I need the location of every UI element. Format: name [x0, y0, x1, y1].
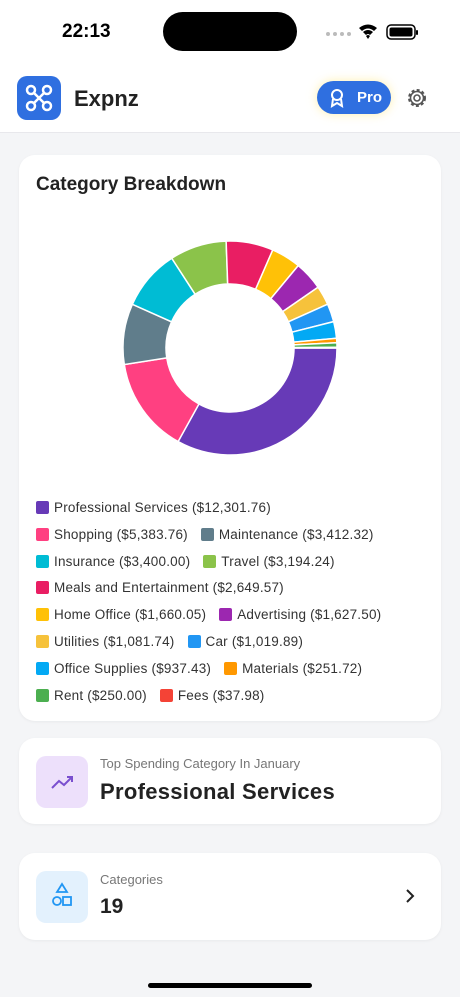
legend-entry: Office Supplies ($937.43)	[36, 661, 211, 676]
legend-entry: Meals and Entertainment ($2,649.57)	[36, 580, 284, 595]
legend-swatch	[159, 688, 173, 702]
legend-swatch	[200, 527, 214, 541]
legend-entry: Maintenance ($3,412.32)	[200, 526, 374, 542]
categories-card[interactable]: Categories 19	[19, 853, 441, 940]
status-bar: 22:13	[0, 0, 460, 62]
legend-label: Meals and Entertainment ($2,649.57)	[54, 580, 284, 596]
legend-label: Home Office ($1,660.05)	[54, 607, 207, 623]
app-logo	[17, 76, 61, 120]
pro-label: Pro	[357, 89, 383, 106]
legend-entry: Advertising ($1,627.50)	[219, 607, 381, 622]
legend-label: Advertising ($1,627.50)	[237, 607, 382, 623]
legend-swatch	[36, 527, 49, 541]
legend-label: Shopping ($5,383.76)	[54, 526, 188, 542]
dynamic-island	[163, 12, 297, 51]
legend-entry: Materials ($251.72)	[224, 661, 362, 676]
legend-swatch	[36, 688, 49, 702]
legend-entry: Car ($1,019.89)	[187, 634, 304, 649]
top-category-label: Top Spending Category In January	[100, 756, 301, 771]
legend-swatch	[36, 554, 49, 568]
legend-entry: Home Office ($1,660.05)	[36, 607, 206, 622]
chevron	[406, 889, 415, 903]
header: Expnz Pro	[0, 62, 460, 133]
categories-label: Categories	[100, 872, 163, 887]
legend-label: Travel ($3,194.24)	[221, 553, 335, 569]
legend-label: Office Supplies ($937.43)	[54, 660, 212, 676]
chart-title: Category Breakdown	[36, 174, 227, 195]
legend-label: Car ($1,019.89)	[205, 634, 304, 649]
legend-entry: Insurance ($3,400.00)	[36, 554, 190, 569]
settings-button[interactable]	[405, 86, 429, 110]
legend-swatch	[36, 608, 49, 622]
trend-icon	[36, 756, 88, 808]
legend-label: Rent ($250.00)	[54, 687, 147, 703]
legend-swatch	[187, 635, 201, 648]
legend-swatch	[36, 661, 49, 675]
legend-swatch	[219, 608, 233, 622]
legend-entry: Travel ($3,194.24)	[203, 553, 335, 569]
donut-slice	[177, 347, 338, 456]
legend-label: Professional Services ($12,301.76)	[54, 500, 271, 515]
legend-entry: Fees ($37.98)	[159, 687, 265, 703]
legend-swatch	[224, 661, 238, 675]
top-category-value: Professional Services	[100, 779, 335, 804]
legend-label: Maintenance ($3,412.32)	[218, 526, 374, 542]
legend-entry: Utilities ($1,081.74)	[36, 634, 175, 649]
categories-count: 19	[100, 895, 124, 918]
status-icons	[326, 24, 418, 40]
legend-label: Insurance ($3,400.00)	[54, 553, 191, 569]
legend-swatch	[203, 554, 217, 568]
categories-icon	[36, 871, 88, 923]
legend-label: Utilities ($1,081.74)	[54, 634, 175, 649]
pro-icon	[330, 89, 344, 108]
pro-button[interactable]: Pro	[317, 81, 391, 114]
legend-label: Fees ($37.98)	[177, 687, 265, 703]
top-category-card: Top Spending Category In January Profess…	[19, 738, 441, 824]
home-indicator	[148, 983, 312, 988]
legend-label: Materials ($251.72)	[242, 660, 363, 676]
legend-entry: Rent ($250.00)	[36, 688, 147, 703]
legend-swatch	[36, 635, 49, 648]
legend-swatch	[36, 501, 49, 514]
legend-entry: Professional Services ($12,301.76)	[36, 500, 271, 515]
status-time: 22:13	[62, 21, 111, 42]
app-name: Expnz	[74, 86, 139, 111]
legend-entry: Shopping ($5,383.76)	[36, 527, 188, 542]
donut-chart	[122, 240, 338, 456]
legend-swatch	[36, 581, 49, 595]
chart-card: Category Breakdown Professional Services…	[19, 155, 441, 721]
donut-slice	[293, 346, 338, 349]
